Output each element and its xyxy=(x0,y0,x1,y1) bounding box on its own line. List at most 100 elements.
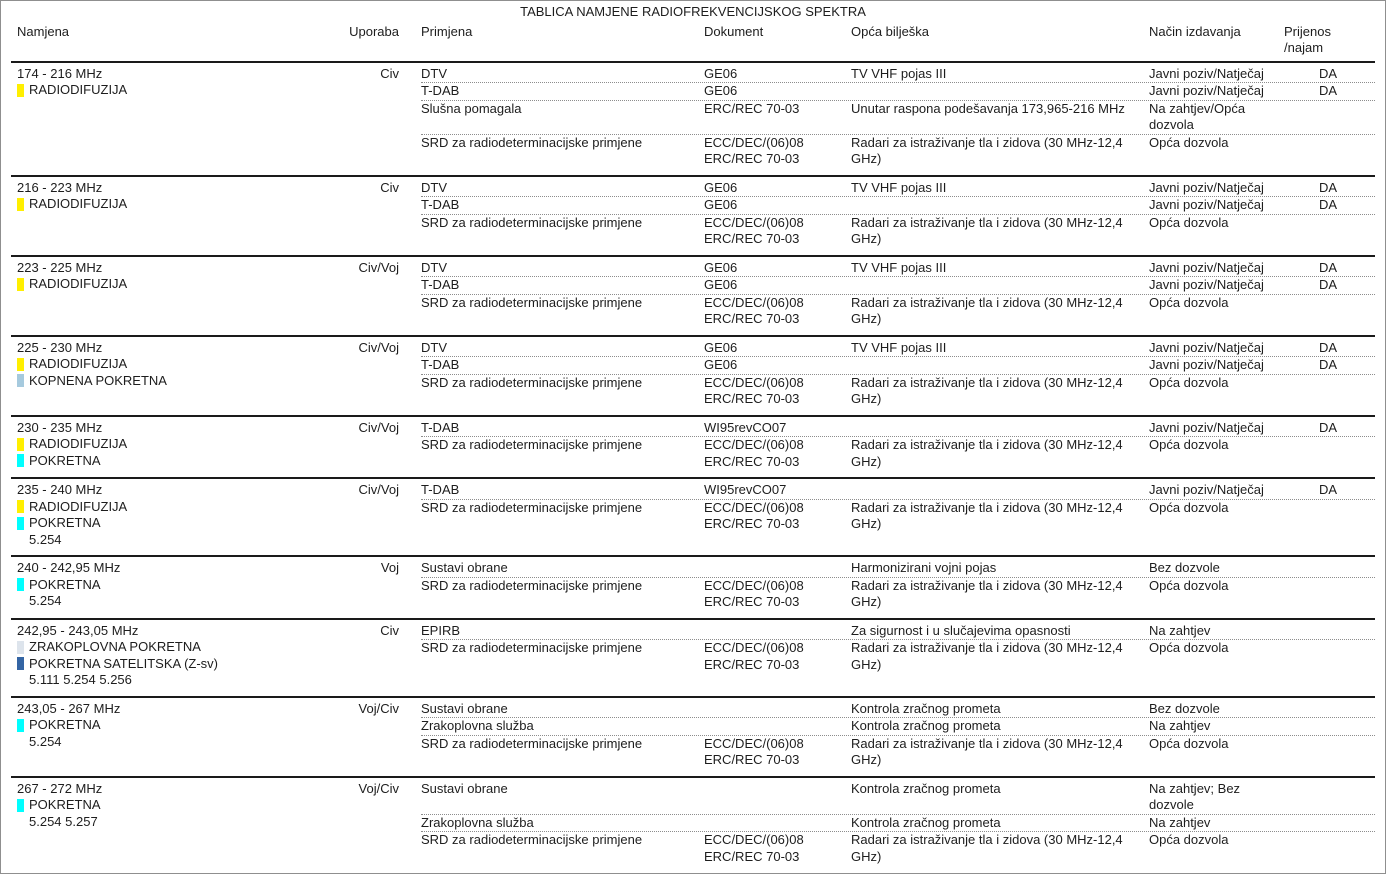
band-application-rows: Sustavi obrane Harmonizirani vojni pojas… xyxy=(421,560,1375,611)
band-namjena-cell: 225 - 230 MHz RADIODIFUZIJA KOPNENA POKR… xyxy=(17,340,341,408)
dokument-line: ERC/REC 70-03 xyxy=(704,391,800,406)
application-row: T-DAB GE06 Javni poziv/Natječaj DA xyxy=(421,276,1375,294)
allocated-service-line: RADIODIFUZIJA xyxy=(17,82,341,99)
row-dokument-cell: GE06 xyxy=(704,83,851,100)
row-dokument-cell xyxy=(704,781,851,814)
band-frequency-range: 216 - 223 MHz xyxy=(17,179,103,195)
allocated-service-line: RADIODIFUZIJA xyxy=(17,499,341,516)
service-label: KOPNENA POKRETNA xyxy=(29,372,167,388)
row-opca-biljeska-cell: Radari za istraživanje tla i zidova (30 … xyxy=(851,640,1123,672)
page-title: TABLICA NAMJENE RADIOFREKVENCIJSKOG SPEK… xyxy=(520,4,866,19)
row-nacin-izdavanja-cell: Opća dozvola xyxy=(1149,832,1229,847)
frequency-band-block: 235 - 240 MHz RADIODIFUZIJA POKRETNA 5.2… xyxy=(11,477,1375,555)
service-label: POKRETNA xyxy=(29,717,101,732)
row-nacin-izdavanja-cell: Javni poziv/Natječaj xyxy=(1149,259,1264,275)
row-dokument-cell xyxy=(704,560,851,577)
service-category-color-marker xyxy=(17,500,24,514)
row-primjena-cell: T-DAB xyxy=(421,419,460,435)
row-dokument-cell: ECC/DEC/(06)08 ERC/REC 70-03 xyxy=(704,135,851,168)
row-opca-biljeska-cell: Radari za istraživanje tla i zidova (30 … xyxy=(851,374,1123,407)
row-prijenos-najam-cell: DA xyxy=(1318,197,1338,212)
band-uporaba-cell: Civ/Voj xyxy=(358,339,399,355)
dokument-line: GE06 xyxy=(704,277,738,292)
band-uporaba-cell: Voj/Civ xyxy=(358,700,399,716)
service-label: POKRETNA SATELITSKA (Z-sv) xyxy=(29,655,219,671)
row-prijenos-najam-cell: DA xyxy=(1318,259,1338,275)
service-category-color-marker xyxy=(17,657,24,671)
row-opca-biljeska-cell: Za sigurnost i u slučajevima opasnosti xyxy=(851,622,1071,638)
allocated-service-line: RADIODIFUZIJA xyxy=(17,436,341,453)
allocated-service-line: POKRETNA xyxy=(17,717,341,734)
application-row: T-DAB WI95revCO07 Javni poziv/Natječaj D… xyxy=(421,420,1375,437)
band-application-rows: Sustavi obrane Kontrola zračnog prometa … xyxy=(421,701,1375,769)
service-category-color-marker xyxy=(17,516,24,530)
row-opca-biljeska-cell xyxy=(851,420,1149,437)
row-nacin-izdavanja-cell: Opća dozvola xyxy=(1149,577,1229,593)
row-dokument-cell: GE06 xyxy=(704,277,851,294)
row-prijenos-najam-cell xyxy=(1284,437,1372,470)
row-prijenos-najam-cell xyxy=(1284,215,1372,248)
band-footnotes: 5.254 5.257 xyxy=(29,813,98,829)
service-category-color-marker xyxy=(17,197,24,211)
allocated-service-line: POKRETNA xyxy=(17,797,341,814)
application-row: DTV GE06 TV VHF pojas III Javni poziv/Na… xyxy=(421,66,1375,83)
service-category-color-marker xyxy=(17,277,24,291)
dokument-line: ERC/REC 70-03 xyxy=(704,848,800,864)
allocated-service-line: KOPNENA POKRETNA xyxy=(17,373,341,390)
row-opca-biljeska-cell xyxy=(851,482,1149,499)
row-prijenos-najam-cell xyxy=(1284,640,1372,673)
allocated-service-line: POKRETNA xyxy=(17,453,341,470)
application-row: SRD za radiodeterminacijske primjene ECC… xyxy=(421,734,1375,769)
column-header-opca-biljeska: Opća bilješka xyxy=(851,23,930,39)
dokument-line: GE06 xyxy=(704,83,738,98)
row-primjena-cell: SRD za radiodeterminacijske primjene xyxy=(421,499,643,515)
row-prijenos-najam-cell xyxy=(1284,101,1372,134)
row-opca-biljeska-cell: Radari za istraživanje tla i zidova (30 … xyxy=(851,437,1123,469)
service-category-color-marker xyxy=(17,357,24,371)
band-frequency-range: 240 - 242,95 MHz xyxy=(17,560,121,575)
service-label: POKRETNA xyxy=(29,515,101,530)
table-header: Namjena Uporaba Primjena Dokument Opća b… xyxy=(11,21,1375,61)
column-header-uporaba: Uporaba xyxy=(349,23,399,39)
dokument-line: ECC/DEC/(06)08 xyxy=(704,134,804,150)
allocated-service-line: RADIODIFUZIJA xyxy=(17,276,341,293)
row-nacin-izdavanja-cell: Opća dozvola xyxy=(1149,499,1229,515)
row-opca-biljeska-cell: TV VHF pojas III xyxy=(851,339,947,355)
application-row: EPIRB Za sigurnost i u slučajevima opasn… xyxy=(421,623,1375,640)
row-primjena-cell: EPIRB xyxy=(421,622,461,638)
band-frequency-range: 223 - 225 MHz xyxy=(17,259,103,275)
dokument-line: ERC/REC 70-03 xyxy=(704,453,800,469)
row-primjena-cell: T-DAB xyxy=(421,197,460,212)
row-prijenos-najam-cell: DA xyxy=(1318,277,1338,292)
row-primjena-cell: SRD za radiodeterminacijske primjene xyxy=(421,134,643,150)
row-nacin-izdavanja-cell: Na zahtjev/Opća dozvola xyxy=(1149,100,1246,133)
row-nacin-izdavanja-cell: Javni poziv/Natječaj xyxy=(1149,197,1264,212)
application-row: T-DAB GE06 Javni poziv/Natječaj DA xyxy=(421,356,1375,374)
dokument-line: ECC/DEC/(06)08 xyxy=(704,640,804,655)
row-dokument-cell: ECC/DEC/(06)08 ERC/REC 70-03 xyxy=(704,500,851,533)
band-application-rows: T-DAB WI95revCO07 Javni poziv/Natječaj D… xyxy=(421,420,1375,471)
row-opca-biljeska-cell: Kontrola zračnog prometa xyxy=(851,780,1001,796)
row-nacin-izdavanja-cell: Opća dozvola xyxy=(1149,294,1229,310)
band-namjena-cell: 240 - 242,95 MHz POKRETNA 5.254 xyxy=(17,560,341,611)
application-row: SRD za radiodeterminacijske primjene ECC… xyxy=(421,373,1375,408)
frequency-band-block: 216 - 223 MHz RADIODIFUZIJA Civ DTV GE06… xyxy=(11,174,1375,255)
row-opca-biljeska-cell xyxy=(851,277,1149,294)
application-row: T-DAB GE06 Javni poziv/Natječaj DA xyxy=(421,196,1375,214)
service-category-color-marker xyxy=(17,640,24,654)
row-prijenos-najam-cell xyxy=(1284,736,1372,769)
row-primjena-cell: SRD za radiodeterminacijske primjene xyxy=(421,437,643,452)
row-dokument-cell: ECC/DEC/(06)08 ERC/REC 70-03 xyxy=(704,578,851,611)
band-namjena-cell: 223 - 225 MHz RADIODIFUZIJA xyxy=(17,260,341,328)
row-opca-biljeska-cell: Kontrola zračnog prometa xyxy=(851,700,1001,716)
band-namjena-cell: 216 - 223 MHz RADIODIFUZIJA xyxy=(17,180,341,248)
row-prijenos-najam-cell xyxy=(1284,781,1372,814)
row-prijenos-najam-cell: DA xyxy=(1318,482,1338,497)
dokument-line: GE06 xyxy=(704,357,738,372)
dokument-line: ECC/DEC/(06)08 xyxy=(704,214,804,230)
row-primjena-cell: DTV xyxy=(421,259,447,275)
dokument-line: ECC/DEC/(06)08 xyxy=(704,735,804,751)
row-primjena-cell: SRD za radiodeterminacijske primjene xyxy=(421,214,643,230)
row-prijenos-najam-cell: DA xyxy=(1318,83,1338,98)
row-opca-biljeska-cell: Kontrola zračnog prometa xyxy=(851,814,1001,830)
